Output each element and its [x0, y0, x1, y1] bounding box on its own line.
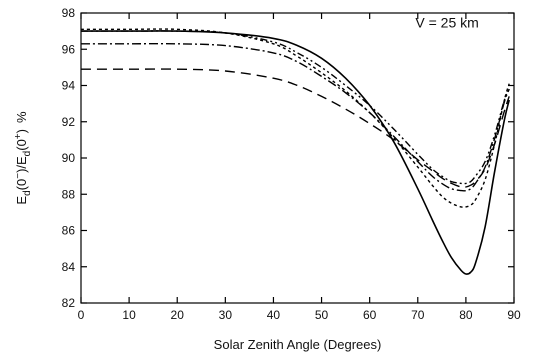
annotation-label: V = 25 km: [415, 15, 478, 31]
axis-ticks: 0 10 20 30 40 50 60 70 80 90 82 84 86 88 90 92 94 96 98: [62, 6, 521, 322]
y-axis-title-end: ): [14, 129, 29, 133]
y-axis-title-sub1: d: [22, 190, 33, 196]
x-tick-label: 30: [219, 308, 233, 322]
y-tick-label: 98: [62, 6, 76, 20]
series-line-dash-dot: [81, 42, 510, 192]
y-axis-title-arg2: (0: [14, 139, 29, 151]
y-tick-label: 94: [62, 79, 76, 93]
y-axis-title-main: E: [14, 196, 29, 205]
y-tick-label: 84: [62, 260, 76, 274]
x-tick-label: 80: [459, 308, 473, 322]
y-axis-title-sup2: +: [13, 133, 24, 139]
y-tick-label: 88: [62, 187, 76, 201]
series-line-dash-dot-dot: [81, 30, 510, 185]
series-line-dotted: [80, 28, 510, 208]
y-tick-label: 82: [62, 296, 76, 310]
y-axis-title-arg1: (0: [14, 179, 29, 191]
x-axis-title: Solar Zenith Angle (Degrees): [214, 337, 382, 352]
series-line-dashed: [81, 68, 510, 189]
y-axis-title-mid: )/E: [14, 156, 29, 173]
series-layer: [80, 28, 510, 275]
x-tick-label: 40: [267, 308, 281, 322]
y-axis-title: Ed(0−)/Ed(0+)%: [13, 111, 33, 205]
x-tick-label: 20: [171, 308, 185, 322]
x-tick-label: 0: [78, 308, 85, 322]
y-tick-label: 90: [62, 151, 76, 165]
x-tick-label: 50: [315, 308, 329, 322]
y-tick-label: 92: [62, 115, 76, 129]
y-axis-title-sub2: d: [22, 151, 33, 157]
y-axis-title-unit: %: [14, 111, 29, 123]
y-tick-label: 96: [62, 42, 76, 56]
plot-frame: [80, 12, 515, 304]
y-tick-label: 86: [62, 224, 76, 238]
y-axis-title-sup1: −: [13, 173, 24, 179]
series-line-solid: [81, 30, 510, 275]
x-tick-label: 60: [363, 308, 377, 322]
x-tick-label: 90: [507, 308, 521, 322]
x-tick-label: 10: [122, 308, 136, 322]
x-tick-label: 70: [411, 308, 425, 322]
